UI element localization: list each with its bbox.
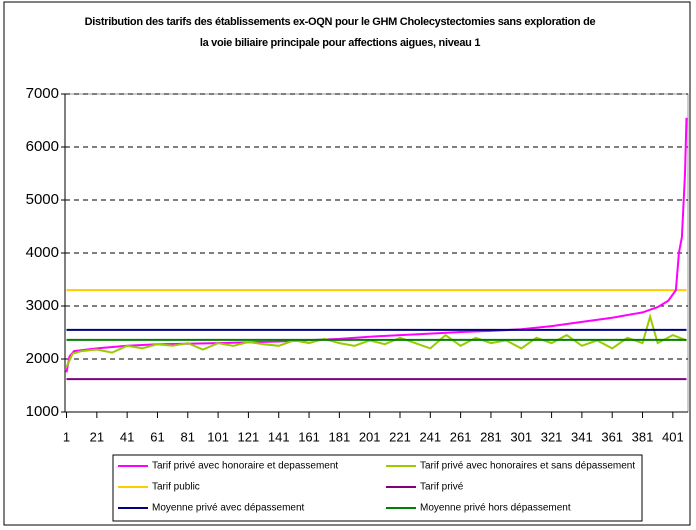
x-tick-label: 361 (601, 429, 623, 444)
x-tick-label: 61 (150, 429, 164, 444)
legend-label: Tarif privé avec honoraires et sans dépa… (420, 461, 635, 472)
series-line (65, 117, 688, 373)
x-tick-label: 201 (359, 429, 381, 444)
y-tick-label: 2000 (26, 350, 59, 367)
x-tick-label: 21 (90, 429, 104, 444)
x-tick-label: 181 (329, 429, 351, 444)
x-tick-label: 261 (450, 429, 472, 444)
series-line (65, 312, 687, 368)
x-tick-label: 321 (541, 429, 563, 444)
x-tick-label: 1 (63, 429, 70, 444)
x-tick-label: 41 (120, 429, 134, 444)
x-tick-label: 141 (268, 429, 290, 444)
x-tick-label: 341 (571, 429, 593, 444)
y-tick-label: 4000 (26, 244, 59, 261)
y-tick-label: 7000 (26, 85, 59, 102)
chart-title: Distribution des tarifs des établissemen… (84, 16, 596, 49)
x-tick-label: 241 (419, 429, 441, 444)
legend-label: Moyenne privé hors dépassement (420, 503, 571, 514)
x-tick-label: 281 (480, 429, 502, 444)
legend-label: Tarif public (152, 482, 200, 493)
legend-label: Tarif privé avec honoraire et depassemen… (152, 461, 338, 472)
x-tick-label: 401 (662, 429, 684, 444)
y-tick-label: 5000 (26, 191, 59, 208)
legend-box (112, 454, 643, 522)
x-tick-label: 101 (207, 429, 229, 444)
x-tick-label: 301 (510, 429, 532, 444)
x-tick-label: 221 (389, 429, 411, 444)
x-tick-label: 121 (238, 429, 260, 444)
legend-label: Tarif privé (420, 482, 464, 493)
legend-label: Moyenne privé avec dépassement (152, 503, 305, 514)
x-tick-label: 161 (298, 429, 320, 444)
x-tick-label: 381 (632, 429, 654, 444)
y-tick-label: 3000 (26, 297, 59, 314)
y-tick-label: 1000 (26, 403, 59, 420)
y-tick-label: 6000 (26, 138, 59, 155)
x-tick-label: 81 (181, 429, 195, 444)
